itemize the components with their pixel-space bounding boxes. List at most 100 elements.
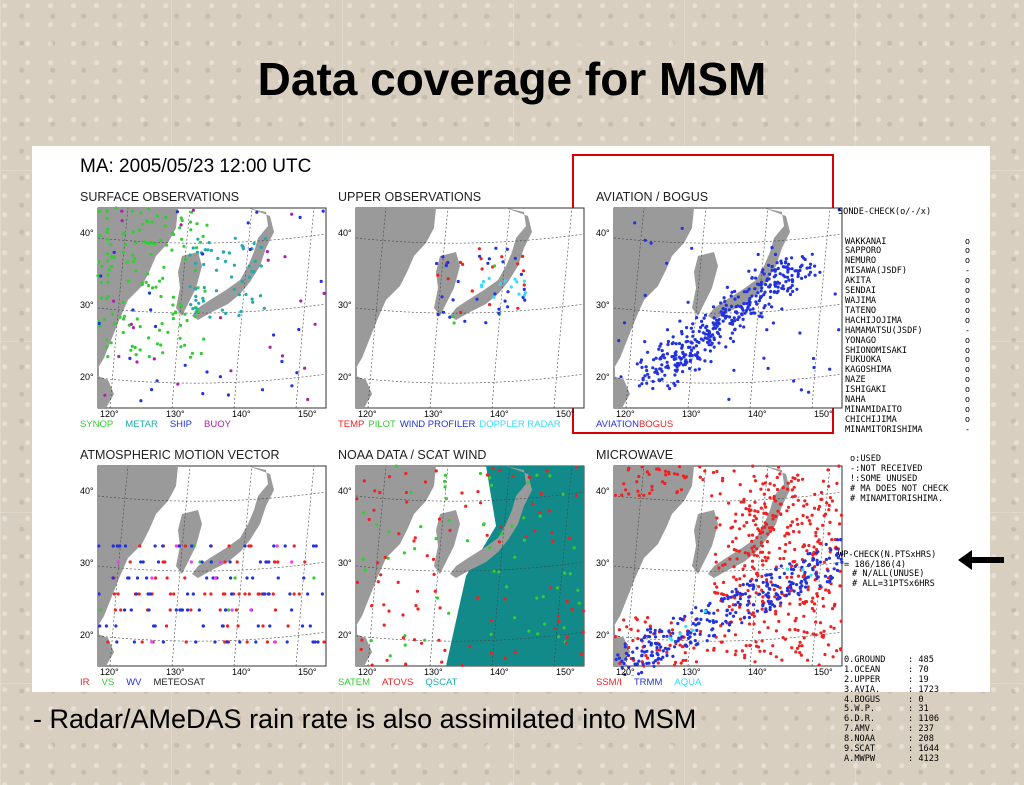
sonde-station-row: ISHIGAKI o	[838, 385, 970, 396]
bottom-note: - Radar/AMeDAS rain rate is also assimil…	[33, 704, 697, 734]
legend-item: TRMM	[633, 677, 663, 688]
station-name: MISAWA(JSDF)	[845, 266, 908, 277]
count-separator: :	[908, 654, 919, 665]
panel-title: ATMOSPHERIC MOTION VECTOR	[80, 448, 280, 462]
panel-legend: TEMP PILOT WIND PROFILER DOPPLER RADAR	[338, 419, 565, 430]
station-status: o	[964, 236, 970, 247]
sonde-station-row: HAMAMATSU(JSDF) -	[838, 325, 970, 337]
station-status: o	[964, 315, 970, 326]
sonde-legend-line: o:USED	[850, 454, 882, 465]
count-value: 1723	[918, 684, 940, 695]
lon-tick-label: 140°	[748, 667, 767, 676]
lon-tick-label: 130°	[424, 667, 443, 676]
lon-tick-label: 120°	[100, 409, 119, 418]
wp-check-line: # ALL=31PTSx6HRS	[852, 579, 935, 590]
panel-noaa-data-scat-wind: NOAA DATA / SCAT WIND 40° 30° 20° 120° 130° 14…	[338, 448, 588, 698]
sonde-legend-line: # MA DOES NOT CHECK	[850, 484, 949, 495]
station-status: o	[964, 246, 970, 257]
map-plot: 40° 30° 20° 120° 130° 140° 150°	[338, 464, 585, 676]
count-label: 1.OCEAN	[844, 664, 881, 675]
count-value: 1106	[918, 714, 940, 725]
lat-tick-label: 40°	[596, 228, 610, 238]
count-row: 2.UPPER: 19	[838, 674, 988, 686]
sonde-legend-line: !:SOME UNUSED	[850, 474, 918, 485]
slide-title: Data coverage for MSM	[257, 53, 767, 105]
map-plot: 40° 30° 20° 120° 130° 140° 150°	[80, 206, 327, 418]
count-label: 5.W.P.	[844, 704, 876, 715]
lon-tick-label: 120°	[358, 409, 377, 418]
count-row: 1.OCEAN: 70	[838, 664, 988, 676]
lat-tick-label: 40°	[80, 228, 94, 238]
count-label: 4.BOGUS	[844, 694, 881, 705]
station-name: HAMAMATSU(JSDF)	[845, 325, 923, 336]
count-row: 0.GROUND: 485	[838, 654, 988, 666]
count-value: 0	[918, 694, 924, 705]
station-status: o	[964, 295, 970, 306]
station-name: YONAGO	[845, 335, 877, 346]
lat-tick-label: 30°	[596, 558, 610, 568]
count-separator: :	[908, 694, 919, 705]
count-label: 8.NOAA	[844, 734, 876, 745]
count-label: 6.D.R.	[844, 714, 876, 725]
lat-tick-label: 20°	[596, 630, 610, 640]
lon-tick-label: 150°	[814, 667, 833, 676]
station-status: o	[964, 365, 970, 376]
legend-item: METEOSAT	[153, 677, 206, 688]
sonde-station-row: SENDAI o	[838, 286, 970, 297]
sonde-station-row: WAJIMA o	[838, 295, 970, 307]
lon-tick-label: 140°	[490, 409, 509, 418]
lat-tick-label: 30°	[80, 300, 94, 310]
station-name: NAZE	[845, 375, 866, 386]
legend-item: SHIP	[169, 419, 192, 430]
map-plot: 40° 30° 20° 120° 130° 140° 150°	[80, 465, 327, 676]
lat-tick-label: 30°	[338, 300, 352, 310]
panel-legend: AVIATIONBOGUS	[596, 419, 673, 430]
lon-tick-label: 120°	[616, 409, 635, 418]
sonde-station-row: NAHA o	[838, 395, 970, 406]
station-name: SAPPORO	[845, 246, 882, 257]
panel-title: UPPER OBSERVATIONS	[338, 190, 482, 204]
legend-item: SSM/I	[596, 677, 622, 688]
station-name: KAGOSHIMA	[845, 365, 892, 376]
station-status: -	[964, 266, 970, 277]
count-separator: :	[908, 704, 919, 715]
station-status: o	[964, 414, 970, 425]
count-row: 3.AVIA.: 1723	[838, 684, 988, 696]
wp-check-line: WP-CHECK(N.PTSxHRS)	[838, 549, 937, 560]
lat-tick-label: 40°	[596, 486, 610, 496]
lon-tick-label: 150°	[556, 667, 575, 676]
lat-tick-label: 20°	[596, 372, 610, 382]
count-label: 7.AMV.	[844, 724, 876, 735]
legend-item: SATEM	[338, 677, 371, 688]
sonde-station-row: YONAGO o	[838, 335, 970, 347]
station-status: -	[964, 424, 970, 435]
panel-upper-observations: UPPER OBSERVATIONS 40° 30° 20° 120° 130° 140° 1…	[338, 190, 588, 440]
legend-item: TEMP	[338, 419, 365, 430]
station-status: o	[964, 395, 970, 406]
lon-tick-label: 150°	[298, 667, 317, 676]
count-label: 2.UPPER	[844, 674, 881, 685]
count-separator: :	[908, 734, 919, 745]
lon-tick-label: 120°	[616, 667, 635, 676]
station-name: SENDAI	[845, 286, 877, 297]
panel-legend: SSM/I TRMM AQUA	[596, 677, 713, 688]
station-status: o	[964, 335, 970, 346]
station-status: o	[964, 404, 970, 415]
count-row: 7.AMV.: 237	[838, 724, 988, 735]
lat-tick-label: 40°	[338, 486, 352, 496]
sonde-station-row: AKITA o	[838, 276, 970, 287]
count-label: A.MWPW	[844, 753, 876, 764]
sonde-legend-line: -:NOT RECEIVED	[850, 464, 923, 475]
panel-title: MICROWAVE	[596, 448, 674, 462]
count-value: 1644	[918, 744, 940, 755]
stats-block: SONDE-CHECK(o/-/x) WAKKANAI o SAPPORO o NEMU…	[838, 188, 988, 785]
lat-tick-label: 20°	[338, 630, 352, 640]
lon-tick-label: 130°	[166, 667, 185, 676]
lon-tick-label: 140°	[490, 667, 509, 676]
count-label: 9.SCAT	[844, 744, 876, 755]
count-separator: :	[908, 753, 919, 764]
sonde-station-row: SHIONOMISAKI o	[838, 346, 970, 357]
sonde-station-row: NEMURO o	[838, 256, 970, 267]
count-separator: :	[908, 684, 919, 695]
panel-aviation-bogus: AVIATION / BOGUS 40° 30° 20° 120° 130° 140° 150…	[596, 190, 846, 440]
